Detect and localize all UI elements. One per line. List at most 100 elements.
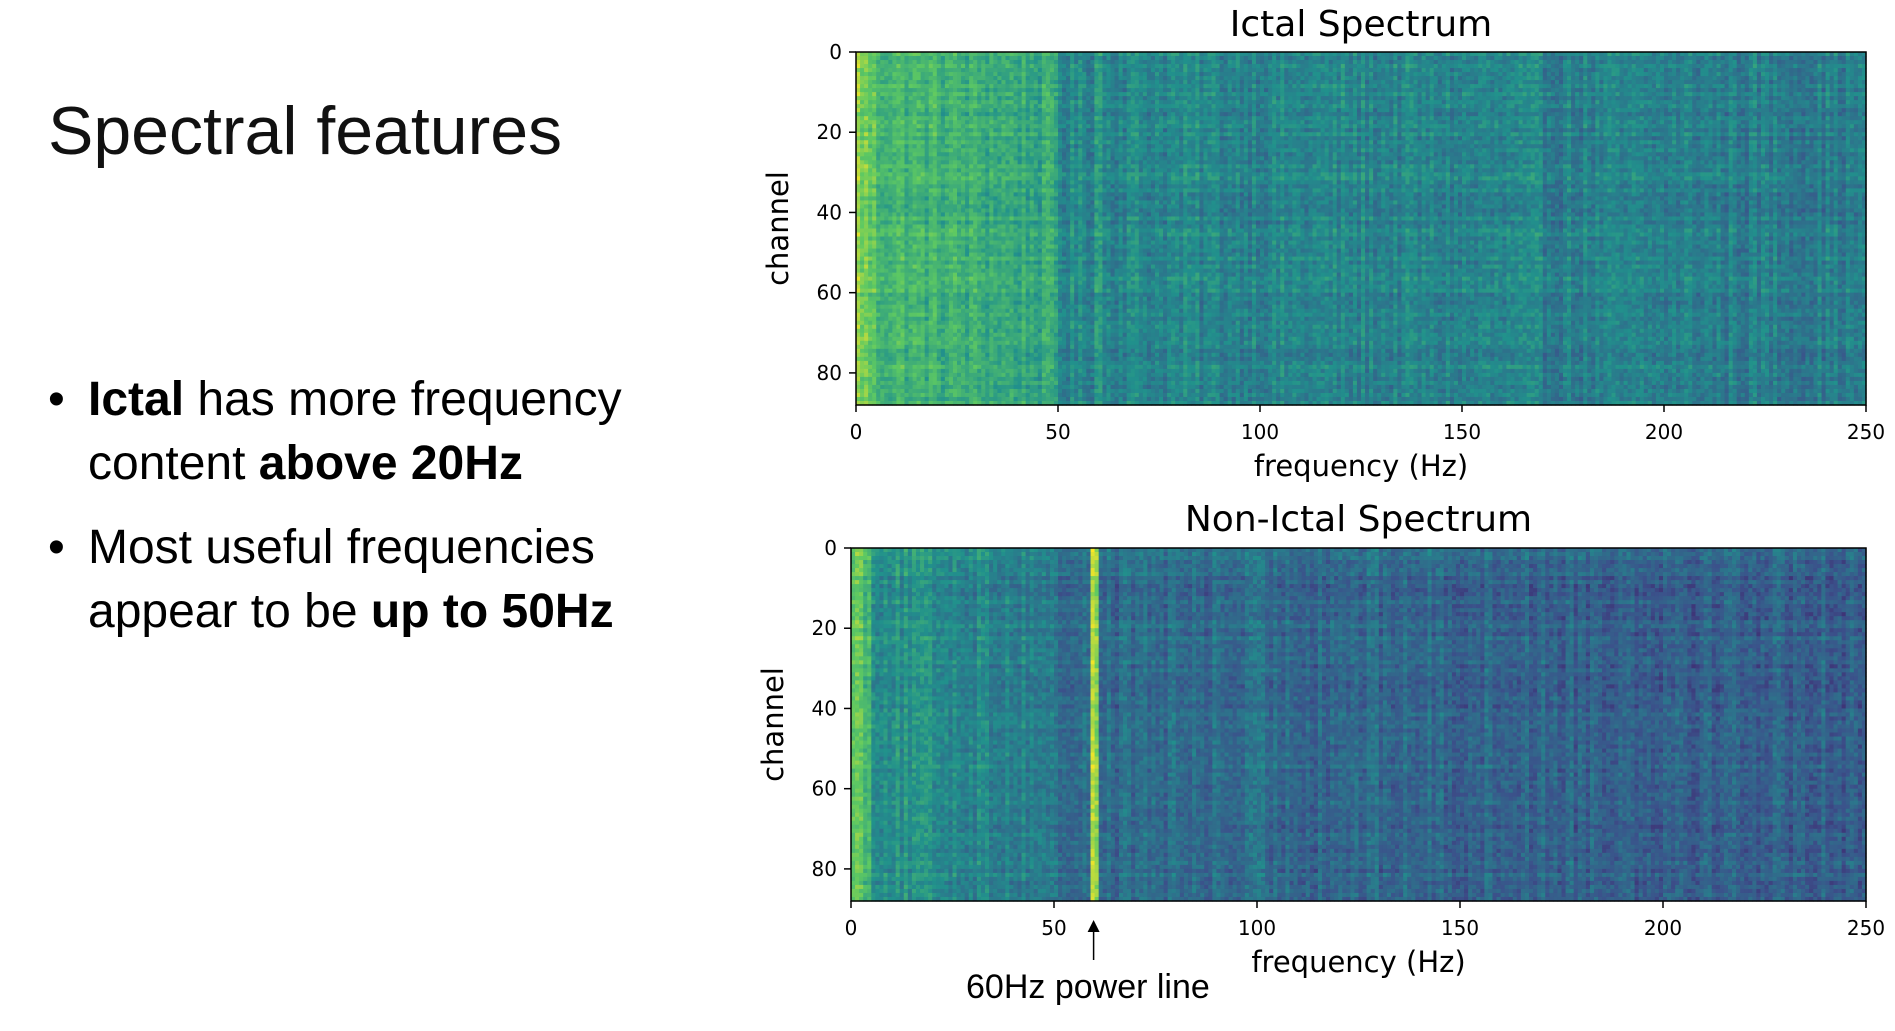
heatmap-cell	[973, 92, 978, 97]
heatmap-cell	[1554, 84, 1560, 89]
heatmap-cell	[1203, 80, 1209, 85]
heatmap-cell	[1575, 80, 1580, 85]
heatmap-cell	[1712, 100, 1718, 105]
heatmap-cell	[1457, 96, 1463, 101]
heatmap-cell	[1813, 104, 1819, 109]
heatmap-cell	[1114, 92, 1120, 97]
heatmap-cell	[1288, 84, 1293, 89]
heatmap-cell	[916, 108, 922, 113]
heatmap-cell	[876, 52, 881, 57]
heatmap-cell	[860, 100, 865, 105]
heatmap-cell	[1122, 116, 1128, 121]
heatmap-cell	[1474, 128, 1479, 133]
heatmap-cell	[1550, 80, 1556, 85]
heatmap-cell	[1082, 56, 1087, 61]
heatmap-cell	[1724, 108, 1730, 113]
heatmap-cell	[973, 128, 978, 133]
heatmap-cell	[1062, 124, 1067, 129]
heatmap-cell	[993, 76, 998, 81]
heatmap-cell	[1643, 88, 1649, 93]
heatmap-cell	[1037, 124, 1043, 129]
heatmap-cell	[1021, 84, 1027, 89]
heatmap-cell	[1163, 128, 1168, 133]
heatmap-cell	[864, 60, 869, 65]
heatmap-cell	[1765, 120, 1770, 125]
heatmap-cell	[1437, 104, 1443, 109]
heatmap-cell	[1211, 96, 1217, 101]
heatmap-cell	[1373, 80, 1378, 85]
heatmap-cell	[1736, 68, 1742, 73]
heatmap-cell	[1365, 92, 1370, 97]
heatmap-cell	[1861, 116, 1867, 121]
heatmap-cell	[1260, 96, 1265, 101]
heatmap-cell	[884, 68, 889, 73]
heatmap-cell	[1530, 60, 1536, 65]
heatmap-cell	[1348, 60, 1354, 65]
heatmap-cell	[892, 56, 897, 61]
heatmap-cell	[1078, 128, 1083, 133]
heatmap-cell	[1126, 84, 1132, 89]
heatmap-cell	[1130, 72, 1136, 77]
heatmap-cell	[1134, 88, 1140, 93]
heatmap-cell	[1793, 108, 1798, 113]
heatmap-cell	[1813, 84, 1819, 89]
heatmap-cell	[1538, 108, 1544, 113]
heatmap-cell	[989, 52, 994, 57]
heatmap-cell	[1429, 100, 1435, 105]
heatmap-cell	[969, 96, 974, 101]
heatmap-cell	[989, 124, 994, 129]
heatmap-cell	[1805, 64, 1811, 69]
heatmap-cell	[1680, 76, 1685, 81]
heatmap-cell	[1049, 108, 1055, 113]
heatmap-cell	[1518, 80, 1524, 85]
heatmap-cell	[1421, 68, 1427, 73]
heatmap-cell	[1760, 84, 1766, 89]
heatmap-cell	[1857, 76, 1863, 81]
heatmap-cell	[928, 124, 934, 129]
heatmap-cell	[1138, 76, 1144, 81]
heatmap-cell	[1510, 120, 1516, 125]
heatmap-cell	[1708, 112, 1714, 117]
heatmap-cell	[1122, 52, 1128, 57]
heatmap-cell	[1494, 84, 1499, 89]
heatmap-cell	[1845, 104, 1851, 109]
heatmap-cell	[1094, 128, 1099, 133]
heatmap-cell	[1579, 84, 1584, 89]
heatmap-cell	[1554, 92, 1560, 97]
heatmap-cell	[1344, 72, 1350, 77]
heatmap-cell	[1587, 92, 1592, 97]
heatmap-cell	[1183, 72, 1188, 77]
heatmap-cell	[1062, 116, 1067, 121]
heatmap-cell	[1045, 116, 1051, 121]
heatmap-cell	[1062, 84, 1067, 89]
heatmap-cell	[1534, 60, 1540, 65]
heatmap-cell	[1777, 72, 1782, 77]
heatmap-cell	[965, 56, 970, 61]
heatmap-cell	[1627, 76, 1633, 81]
heatmap-cell	[1805, 104, 1811, 109]
heatmap-cell	[1482, 60, 1487, 65]
heatmap-cell	[1175, 128, 1180, 133]
heatmap-cell	[981, 68, 986, 73]
heatmap-cell	[1033, 72, 1039, 77]
heatmap-cell	[1340, 88, 1346, 93]
heatmap-cell	[961, 100, 966, 105]
heatmap-cell	[920, 108, 926, 113]
heatmap-cell	[1857, 80, 1863, 85]
heatmap-cell	[1029, 52, 1035, 57]
heatmap-cell	[1732, 124, 1738, 129]
heatmap-cell	[1441, 96, 1447, 101]
heatmap-cell	[1449, 124, 1455, 129]
heatmap-cell	[1062, 56, 1067, 61]
heatmap-cell	[1385, 124, 1390, 129]
heatmap-cell	[1409, 52, 1415, 57]
heatmap-cell	[1692, 92, 1697, 97]
heatmap-cell	[860, 72, 865, 77]
heatmap-cell	[1385, 116, 1390, 121]
heatmap-cell	[1655, 56, 1661, 61]
heatmap-cell	[1732, 64, 1738, 69]
heatmap-cell	[1809, 100, 1815, 105]
heatmap-cell	[973, 88, 978, 93]
heatmap-cell	[1421, 88, 1427, 93]
heatmap-cell	[1247, 76, 1253, 81]
